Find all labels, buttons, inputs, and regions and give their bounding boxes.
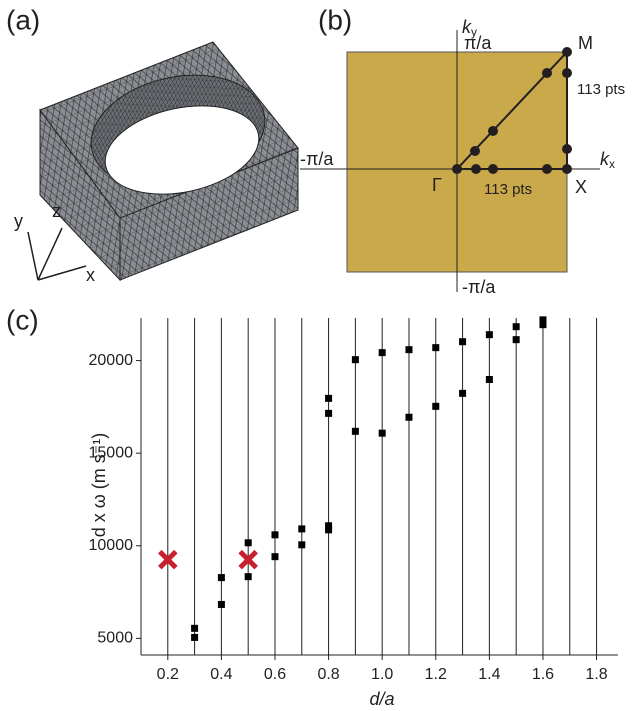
x-tick-label: 1.4 (478, 666, 500, 683)
square-marker (486, 376, 493, 383)
y-tick-label: 20000 (89, 352, 134, 369)
panel-label: (c) (6, 304, 39, 335)
pi-label: π/a (464, 33, 492, 53)
x-tick-label: 1.8 (585, 666, 607, 683)
square-marker (432, 344, 439, 351)
square-marker (191, 625, 198, 632)
mesh-block (40, 42, 298, 280)
x-tick-label: 1.0 (371, 666, 393, 683)
square-marker (298, 525, 305, 532)
square-marker (539, 321, 546, 328)
x-axis-label: d/a (369, 689, 394, 709)
pi-label: -π/a (300, 149, 334, 169)
pts-label: 113 pts (484, 181, 532, 198)
panel-label: (b) (318, 4, 352, 35)
square-marker (459, 338, 466, 345)
axis-name: x (86, 265, 95, 285)
x-tick-label: 0.2 (157, 666, 179, 683)
square-marker (405, 346, 412, 353)
point-label: X (575, 177, 587, 197)
square-marker (271, 553, 278, 560)
square-marker (325, 395, 332, 402)
square-marker (513, 336, 520, 343)
panel-label: (a) (6, 4, 40, 35)
square-marker (325, 410, 332, 417)
pi-label: -π/a (462, 277, 496, 297)
subscript: x (609, 157, 615, 171)
square-marker (459, 390, 466, 397)
x-tick-label: 1.2 (425, 666, 447, 683)
square-marker (379, 430, 386, 437)
square-marker (325, 526, 332, 533)
square-marker (432, 403, 439, 410)
square-marker (405, 414, 412, 421)
kx-label: kx (600, 149, 615, 171)
axes-triad (28, 228, 86, 280)
square-marker (352, 428, 359, 435)
square-marker (245, 573, 252, 580)
square-marker (191, 634, 198, 641)
point-label: Γ (432, 175, 442, 195)
y-axis-label: d x ω (m s⁻¹) (89, 433, 109, 538)
square-marker (218, 601, 225, 608)
square-marker (245, 539, 252, 546)
axis-name: y (14, 211, 23, 231)
square-marker (298, 541, 305, 548)
x-tick-label: 0.6 (264, 666, 286, 683)
square-marker (513, 323, 520, 330)
figure: (a) (b) (c) y z x ky π/a -π/a -π/a M Γ X… (0, 0, 642, 711)
x-tick-label: 0.8 (317, 666, 339, 683)
square-marker (218, 574, 225, 581)
x-tick-label: 0.4 (210, 666, 232, 683)
pts-label: 113 pts (577, 81, 625, 98)
square-marker (352, 356, 359, 363)
square-marker (379, 349, 386, 356)
square-marker (486, 331, 493, 338)
square-marker (271, 531, 278, 538)
y-tick-label: 5000 (97, 630, 133, 647)
point-label: M (578, 33, 593, 53)
axis-name: z (52, 201, 61, 221)
x-tick-label: 1.6 (532, 666, 554, 683)
y-tick-label: 10000 (89, 537, 134, 554)
